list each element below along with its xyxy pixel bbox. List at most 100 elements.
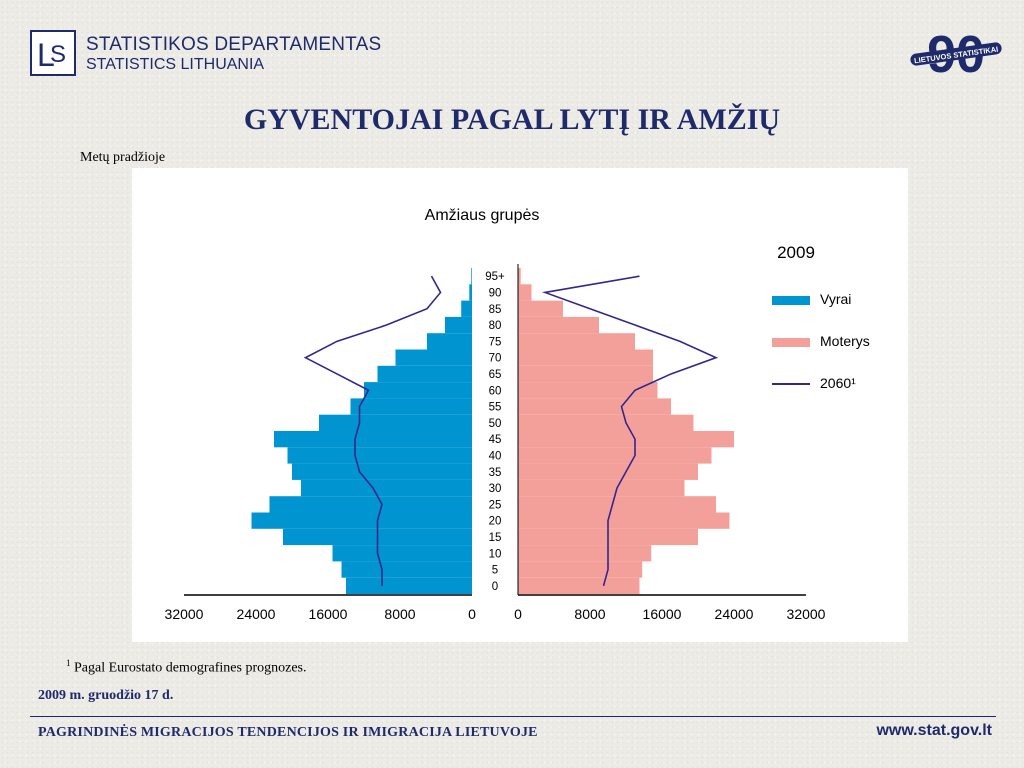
women-bar-10: [518, 545, 652, 562]
footnote: 1 Pagal Eurostato demografines prognozes…: [66, 658, 307, 677]
footnote-text: Pagal Eurostato demografines prognozes.: [74, 660, 307, 676]
projection-line-women: [541, 275, 719, 587]
age-tick-5: 5: [492, 565, 498, 577]
statistics-lithuania-logo: L S: [30, 30, 76, 76]
x-tick-labels: 32000 24000 16000 8000 0 0 8000 16000 24000 32000: [165, 606, 826, 622]
age-tick-10: 10: [489, 548, 502, 560]
age-tick-75: 75: [489, 336, 502, 348]
x-tick-left-24000: 24000: [237, 606, 276, 622]
footer-divider: [30, 716, 996, 717]
x-tick-left-32000: 32000: [165, 606, 204, 622]
women-bar-35: [518, 463, 698, 480]
men-bar-20: [251, 512, 472, 529]
age-tick-80: 80: [489, 320, 502, 332]
age-tick-70: 70: [489, 353, 502, 365]
men-bar-85: [461, 300, 472, 317]
chart-year-label: 2009: [777, 243, 815, 262]
women-bar-25: [518, 496, 716, 513]
x-tick-right-32000: 32000: [787, 606, 826, 622]
men-bar-35: [292, 463, 472, 480]
chart-legend: Vyrai Moterys 2060¹: [772, 291, 870, 391]
chart-title: Amžiaus grupės: [425, 207, 540, 224]
age-tick-85: 85: [489, 304, 502, 316]
svg-text:S: S: [50, 41, 66, 68]
legend-swatch-0: [772, 296, 810, 305]
age-tick-labels: 0 5 10 15 20 25 30 35 40 45 50 55 60 65 70 75 80 85 90 95+: [485, 271, 505, 593]
men-bar-40: [287, 447, 472, 464]
x-tick-right-0: 0: [514, 606, 522, 622]
age-tick-30: 30: [489, 483, 502, 495]
org-name-lt: STATISTIKOS DEPARTAMENTAS: [86, 34, 382, 55]
svg-text:L: L: [37, 37, 55, 73]
projection-lines: [303, 275, 719, 587]
age-tick-35: 35: [489, 467, 502, 479]
men-bar-10: [332, 545, 472, 562]
women-bar-85: [518, 300, 563, 317]
x-tick-right-8000: 8000: [574, 606, 605, 622]
org-name-en: STATISTICS LITHUANIA: [86, 56, 265, 73]
men-bar-75: [427, 333, 472, 350]
men-bar-0: [346, 577, 472, 594]
website-link[interactable]: www.stat.gov.lt: [876, 722, 992, 739]
men-bar-70: [395, 349, 472, 366]
axes: [184, 264, 806, 596]
x-tick-right-16000: 16000: [643, 606, 682, 622]
legend-label-0: Vyrai: [820, 291, 851, 307]
women-bars: [518, 268, 734, 594]
age-tick-15: 15: [489, 532, 502, 544]
men-bar-95+: [471, 268, 472, 285]
age-tick-45: 45: [489, 434, 502, 446]
x-tick-left-8000: 8000: [384, 606, 415, 622]
men-bar-90: [469, 284, 472, 301]
men-bar-80: [445, 316, 472, 334]
women-bar-80: [518, 316, 599, 334]
women-bar-70: [518, 349, 653, 366]
age-tick-0: 0: [492, 581, 498, 593]
age-tick-65: 65: [489, 369, 502, 381]
men-bar-55: [350, 398, 472, 415]
men-bar-25: [269, 496, 472, 513]
men-bar-30: [301, 479, 472, 497]
men-bar-45: [274, 431, 472, 448]
age-tick-90: 90: [489, 287, 502, 299]
women-bar-45: [518, 431, 734, 448]
x-tick-left-16000: 16000: [309, 606, 348, 622]
women-bar-90: [518, 284, 532, 301]
men-bars: [251, 268, 472, 594]
legend-label-1: Moterys: [820, 333, 870, 349]
women-bar-65: [518, 365, 653, 383]
age-tick-60: 60: [489, 385, 502, 397]
release-date: 2009 m. gruodžio 17 d.: [38, 688, 174, 703]
women-bar-60: [518, 382, 658, 399]
women-bar-40: [518, 447, 712, 464]
men-bar-65: [377, 365, 472, 383]
age-tick-55: 55: [489, 402, 502, 414]
women-bar-30: [518, 479, 685, 497]
men-bar-60: [364, 382, 472, 399]
men-bar-50: [319, 414, 472, 431]
women-bar-0: [518, 577, 640, 594]
chart-svg: Amžiaus grupės 2009 0 5 10 15 20 25 30 35 40 45 50…: [165, 207, 870, 622]
age-tick-50: 50: [489, 418, 502, 430]
x-tick-left-0: 0: [468, 606, 476, 622]
page-title: GYVENTOJAI PAGAL LYTĮ IR AMŽIŲ: [243, 103, 781, 136]
age-tick-25: 25: [489, 499, 502, 511]
legend-label-2: 2060¹: [820, 375, 856, 391]
anniversary-emblem: 90 LIETUVOS STATISTIKAI: [910, 28, 1002, 78]
women-bar-95+: [518, 268, 521, 285]
women-bar-20: [518, 512, 730, 529]
logo-mark-icon: L S: [37, 37, 66, 73]
footnote-mark: 1: [66, 658, 71, 668]
population-pyramid-chart: Amžiaus grupės 2009 0 5 10 15 20 25 30 35 40 45 50…: [132, 168, 908, 642]
projection-line-men: [303, 275, 442, 586]
age-tick-40: 40: [489, 450, 502, 462]
women-bar-50: [518, 414, 694, 431]
women-bar-5: [518, 561, 643, 578]
age-tick-95+: 95+: [485, 271, 505, 283]
men-bar-5: [341, 561, 472, 578]
x-tick-right-24000: 24000: [715, 606, 754, 622]
women-bar-55: [518, 398, 671, 415]
page-subtitle: Metų pradžioje: [80, 150, 166, 165]
legend-swatch-1: [772, 338, 810, 347]
age-tick-20: 20: [489, 516, 502, 528]
